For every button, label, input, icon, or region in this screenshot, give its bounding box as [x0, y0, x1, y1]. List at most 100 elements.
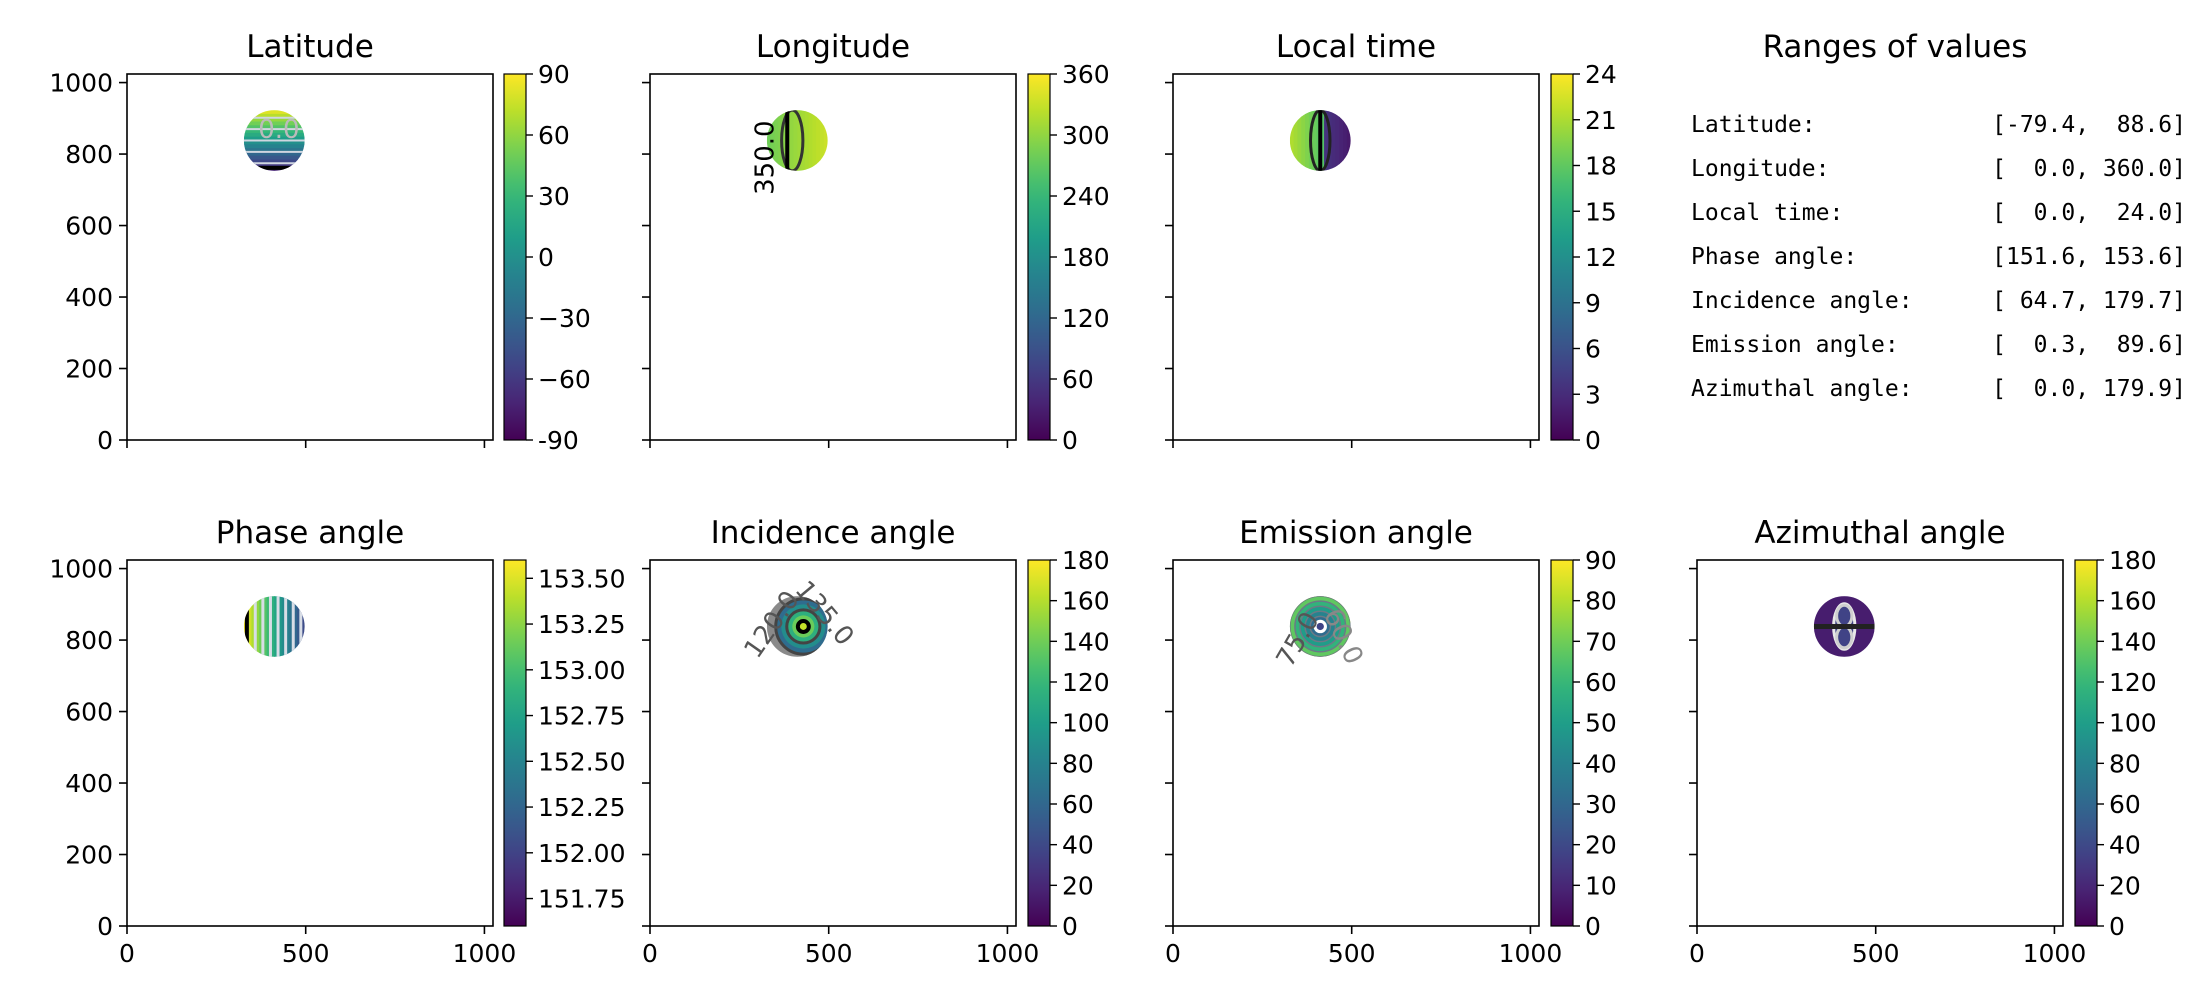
axes-frame	[126, 559, 494, 927]
colorbar	[1550, 559, 1574, 927]
colorbar-tick-label: 21	[1585, 106, 1617, 135]
colorbar-tick-label: 180	[2109, 546, 2157, 575]
colorbar-tick-label: 152.75	[538, 702, 625, 731]
colorbar-tick-label: 70	[1585, 627, 1617, 656]
colorbar-tick-label: 6	[1585, 335, 1601, 364]
colorbar-tick-label: 180	[1062, 546, 1110, 575]
x-tick-label: 0	[119, 939, 135, 968]
colorbar-tick-label: 20	[1585, 831, 1617, 860]
colorbar-tick-label: 300	[1062, 121, 1110, 150]
panel-phase-angle: Phase angle 0 200 400 600 800 1000 0 500 1000 151.…	[49, 515, 625, 968]
table-row-label: Phase angle:	[1691, 244, 1857, 270]
colorbar-tick-label: 153.25	[538, 610, 625, 639]
colorbar	[503, 559, 527, 927]
colorbar-tick-label: 30	[538, 182, 570, 211]
colorbar-tick-label: 90	[538, 60, 570, 89]
y-tick-label: 200	[65, 841, 113, 870]
panel-longitude: Longitude 350.0 0 60 120 180 240 300 360	[642, 29, 1110, 455]
disk-image	[243, 596, 305, 657]
colorbar-tick-label: 20	[2109, 871, 2141, 900]
colorbar-tick-label: 140	[2109, 627, 2157, 656]
colorbar-tick-label: 20	[1062, 871, 1094, 900]
disk-image	[766, 110, 828, 171]
x-tick-label: 1000	[1499, 939, 1563, 968]
colorbar-tick-label: 120	[1062, 304, 1110, 333]
colorbar	[1027, 559, 1051, 927]
contour-label: 0.0	[258, 115, 299, 145]
colorbar-tick-label: 100	[2109, 709, 2157, 738]
colorbar-tick-label: 120	[2109, 668, 2157, 697]
table-row-label: Longitude:	[1691, 156, 1829, 182]
table-title: Ranges of values	[1763, 29, 2028, 65]
table-row-range: [-79.4, 88.6]	[1992, 112, 2186, 138]
colorbar-tick-label: 40	[1585, 749, 1617, 778]
colorbar-tick-label: 10	[1585, 871, 1617, 900]
table-row-label: Latitude:	[1691, 112, 1816, 138]
colorbar-tick-label: 140	[1062, 627, 1110, 656]
colorbar-tick-label: 151.75	[538, 885, 625, 914]
panel-title: Longitude	[756, 29, 910, 65]
colorbar-tick-label: −30	[538, 304, 591, 333]
axes-frame	[1172, 559, 1540, 927]
colorbar-tick-label: 24	[1585, 60, 1617, 89]
colorbar-tick-label: 60	[538, 121, 570, 150]
x-tick-label: 1000	[453, 939, 517, 968]
x-tick-label: 1000	[976, 939, 1040, 968]
panel-title: Latitude	[246, 29, 374, 65]
x-tick-label: 0	[1165, 939, 1181, 968]
colorbar-tick-label: 60	[2109, 790, 2141, 819]
colorbar-tick-label: 90	[1585, 546, 1617, 575]
panel-title: Emission angle	[1239, 515, 1473, 551]
y-tick-label: 600	[65, 698, 113, 727]
colorbar-tick-label: 80	[2109, 749, 2141, 778]
table-row-label: Azimuthal angle:	[1691, 376, 1913, 402]
colorbar-tick-label: 18	[1585, 152, 1617, 181]
colorbar	[1550, 73, 1574, 441]
colorbar-tick-label: 152.50	[538, 747, 625, 776]
colorbar-tick-label: 120	[1062, 668, 1110, 697]
axes-frame	[1172, 73, 1540, 441]
y-tick-label: 400	[65, 769, 113, 798]
colorbar-tick-label: 80	[1585, 587, 1617, 616]
colorbar-tick-label: −60	[538, 365, 591, 394]
colorbar-tick-label: 0	[1585, 426, 1601, 455]
colorbar-tick-label: 160	[1062, 587, 1110, 616]
colorbar-tick-label: -90	[538, 426, 579, 455]
colorbar-tick-label: 60	[1062, 790, 1094, 819]
colorbar-tick-label: 153.00	[538, 656, 625, 685]
y-tick-label: 200	[65, 355, 113, 384]
y-tick-label: 1000	[49, 555, 113, 584]
colorbar-tick-label: 80	[1062, 749, 1094, 778]
panel-latitude: Latitude 0.0 0 200 400 600 800 1000 -90 −60 −30 0 30…	[49, 29, 590, 455]
table-row-label: Local time:	[1691, 200, 1843, 226]
table-row-range: [ 64.7, 179.7]	[1992, 288, 2186, 314]
colorbar-tick-label: 60	[1585, 668, 1617, 697]
y-tick-label: 0	[97, 912, 113, 941]
table-row-label: Incidence angle:	[1691, 288, 1913, 314]
table-row-range: [ 0.0, 360.0]	[1992, 156, 2186, 182]
panel-title: Local time	[1276, 29, 1436, 65]
colorbar	[2074, 559, 2098, 927]
table-row-range: [ 0.3, 89.6]	[1992, 332, 2186, 358]
panel-local-time: Local time 0 3 6 9 12 15 18 21 24	[1165, 29, 1617, 455]
colorbar-tick-label: 40	[1062, 831, 1094, 860]
x-tick-label: 500	[1852, 939, 1900, 968]
table-row-range: [151.6, 153.6]	[1992, 244, 2186, 270]
y-tick-label: 800	[65, 626, 113, 655]
y-tick-label: 600	[65, 212, 113, 241]
colorbar-tick-label: 60	[1062, 365, 1094, 394]
y-tick-label: 800	[65, 140, 113, 169]
colorbar-tick-label: 0	[2109, 912, 2125, 941]
colorbar-tick-label: 152.25	[538, 793, 625, 822]
contour-label: 350.0	[750, 120, 780, 194]
y-tick-label: 400	[65, 283, 113, 312]
colorbar-tick-label: 100	[1062, 709, 1110, 738]
x-tick-label: 0	[1689, 939, 1705, 968]
y-tick-label: 0	[97, 426, 113, 455]
ranges-table: Ranges of values Latitude: [-79.4, 88.6] Lo…	[1691, 29, 2186, 402]
table-row-label: Emission angle:	[1691, 332, 1899, 358]
colorbar	[1027, 73, 1051, 441]
colorbar-tick-label: 9	[1585, 289, 1601, 318]
